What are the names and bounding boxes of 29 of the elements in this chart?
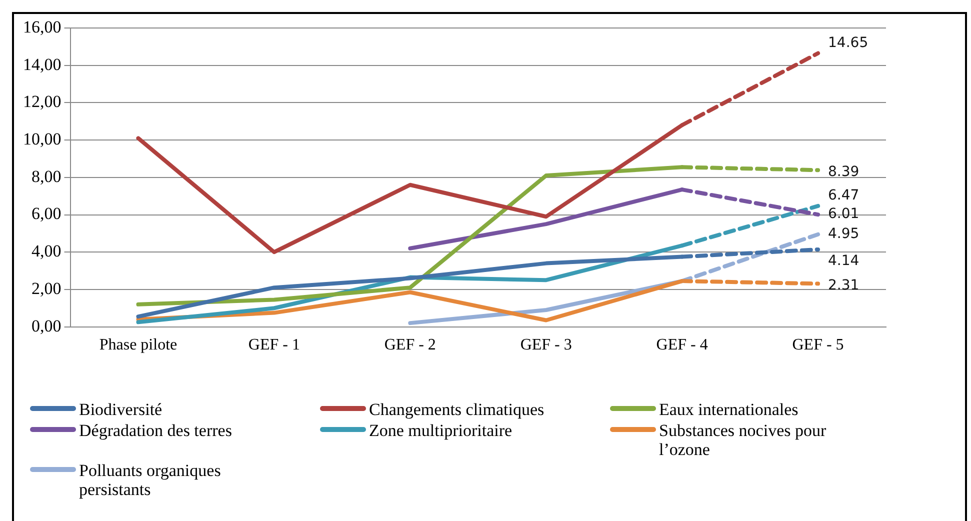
data-label: 8.39 <box>828 164 860 180</box>
y-tick-label: 16,00 <box>23 17 62 36</box>
legend-label: Biodiversité <box>79 400 162 419</box>
y-tick-label: 0,00 <box>32 316 62 336</box>
x-tick-label: GEF - 2 <box>384 336 436 354</box>
legend-label: Eaux internationales <box>659 400 798 419</box>
y-tick-label: 12,00 <box>23 92 62 112</box>
y-tick-label: 8,00 <box>32 166 62 186</box>
data-label: 14.65 <box>828 34 868 51</box>
legend-label: Changements climatiques <box>369 400 544 419</box>
x-tick-label: GEF - 5 <box>792 336 844 354</box>
legend-label: Polluants organiques persistants <box>79 461 222 499</box>
data-label: 2.31 <box>828 277 860 294</box>
data-label: 4.95 <box>828 226 860 242</box>
x-tick-label: Phase pilote <box>99 336 178 354</box>
legend-label: Dégradation des terres <box>79 421 232 440</box>
y-tick-label: 2,00 <box>32 278 62 298</box>
x-tick-label: GEF - 3 <box>520 336 572 354</box>
data-label: 4.14 <box>828 253 860 270</box>
y-tick-label: 10,00 <box>23 130 62 149</box>
legend-label: Zone multiprioritaire <box>369 421 512 440</box>
legend-label: Substances nocives pour l’ozone <box>659 421 828 459</box>
x-tick-label: GEF - 1 <box>248 336 300 354</box>
data-label: 6.47 <box>828 188 860 204</box>
x-tick-label: GEF - 4 <box>656 336 708 354</box>
y-tick-label: 14,00 <box>23 54 62 74</box>
y-tick-label: 4,00 <box>32 242 62 261</box>
y-tick-label: 6,00 <box>32 204 62 224</box>
data-label: 6.01 <box>828 206 860 222</box>
